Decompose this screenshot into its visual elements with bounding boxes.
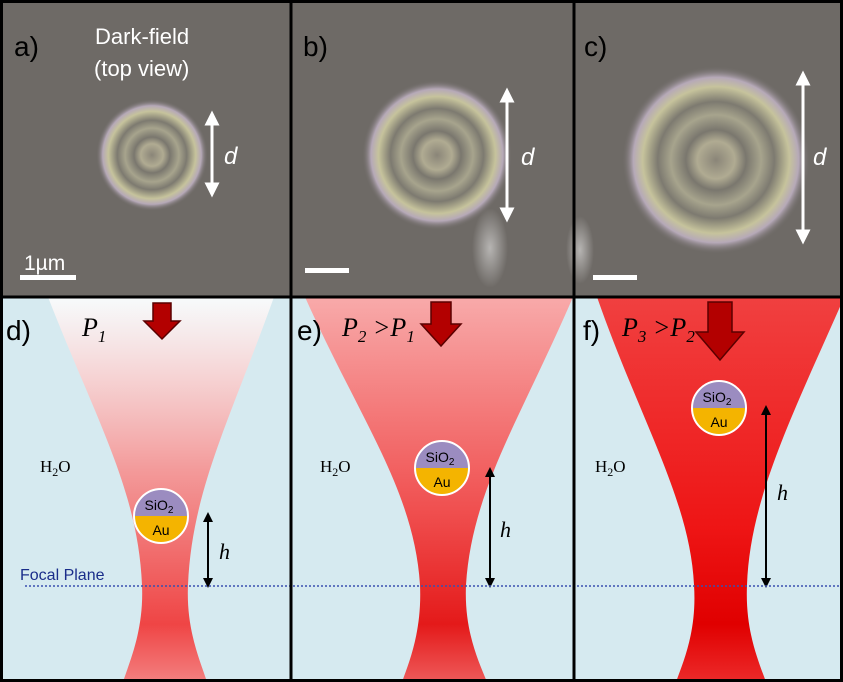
power-label-e: P2 >P1	[341, 313, 415, 346]
scalebar-c	[593, 275, 637, 280]
scalebar-a	[20, 275, 76, 280]
gold-label-f: Au	[710, 414, 727, 430]
particle-e: SiO2 Au	[414, 440, 470, 496]
incident-arrow-e	[419, 301, 463, 348]
particle-d: SiO2 Au	[133, 488, 189, 544]
diameter-label-a: d	[224, 143, 238, 170]
medium-label-e: H2O	[320, 457, 351, 479]
glare-b	[472, 208, 508, 288]
power-label-d: P1	[81, 313, 106, 346]
panel-letter-f: f)	[583, 315, 600, 346]
laser-beam-f	[597, 297, 843, 682]
silica-label-f: SiO2	[703, 389, 732, 408]
focal-plane-label: Focal Plane	[20, 567, 105, 584]
height-label-e: h	[500, 517, 511, 542]
gold-label-d: Au	[152, 522, 169, 538]
power-label-f: P3 >P2	[621, 313, 695, 346]
caption-top-view: (top view)	[94, 56, 189, 81]
panel-letter-c: c)	[584, 31, 607, 62]
diameter-label-c: d	[813, 144, 827, 171]
medium-label-f: H2O	[595, 457, 626, 479]
particle-ring-a	[96, 99, 208, 211]
particle-ring-b	[362, 80, 512, 230]
particle-f: SiO2 Au	[691, 380, 747, 436]
height-label-d: h	[219, 539, 230, 564]
panel-f-schematic: f) P3 >P2 H2O SiO2 Au h	[583, 297, 843, 682]
caption-darkfield: Dark-field	[95, 24, 189, 49]
glare-c	[566, 216, 594, 284]
silica-label-e: SiO2	[426, 449, 455, 468]
panel-d-schematic: d) P1 H2O SiO2 Au h Focal Plane	[6, 297, 274, 682]
diameter-label-b: d	[521, 144, 535, 171]
height-label-f: h	[777, 480, 788, 505]
scalebar-b	[305, 268, 349, 273]
panel-letter-a: a)	[14, 31, 39, 62]
incident-arrow-d	[142, 302, 182, 341]
panel-c-darkfield: c) d	[566, 0, 843, 297]
panel-letter-d: d)	[6, 315, 31, 346]
gold-label-e: Au	[433, 474, 450, 490]
medium-label-d: H2O	[40, 457, 71, 479]
silica-label-d: SiO2	[145, 497, 174, 516]
panel-letter-b: b)	[303, 31, 328, 62]
panel-e-schematic: e) P2 >P1 H2O SiO2 Au h	[297, 297, 573, 682]
panel-b-darkfield: b) d	[290, 0, 574, 297]
incident-arrow-f	[694, 301, 746, 362]
scalebar-label: 1µm	[24, 252, 65, 275]
panel-letter-e: e)	[297, 315, 322, 346]
panel-a-darkfield: a) Dark-field (top view) d 1µm	[0, 0, 290, 297]
particle-ring-c	[622, 66, 810, 254]
